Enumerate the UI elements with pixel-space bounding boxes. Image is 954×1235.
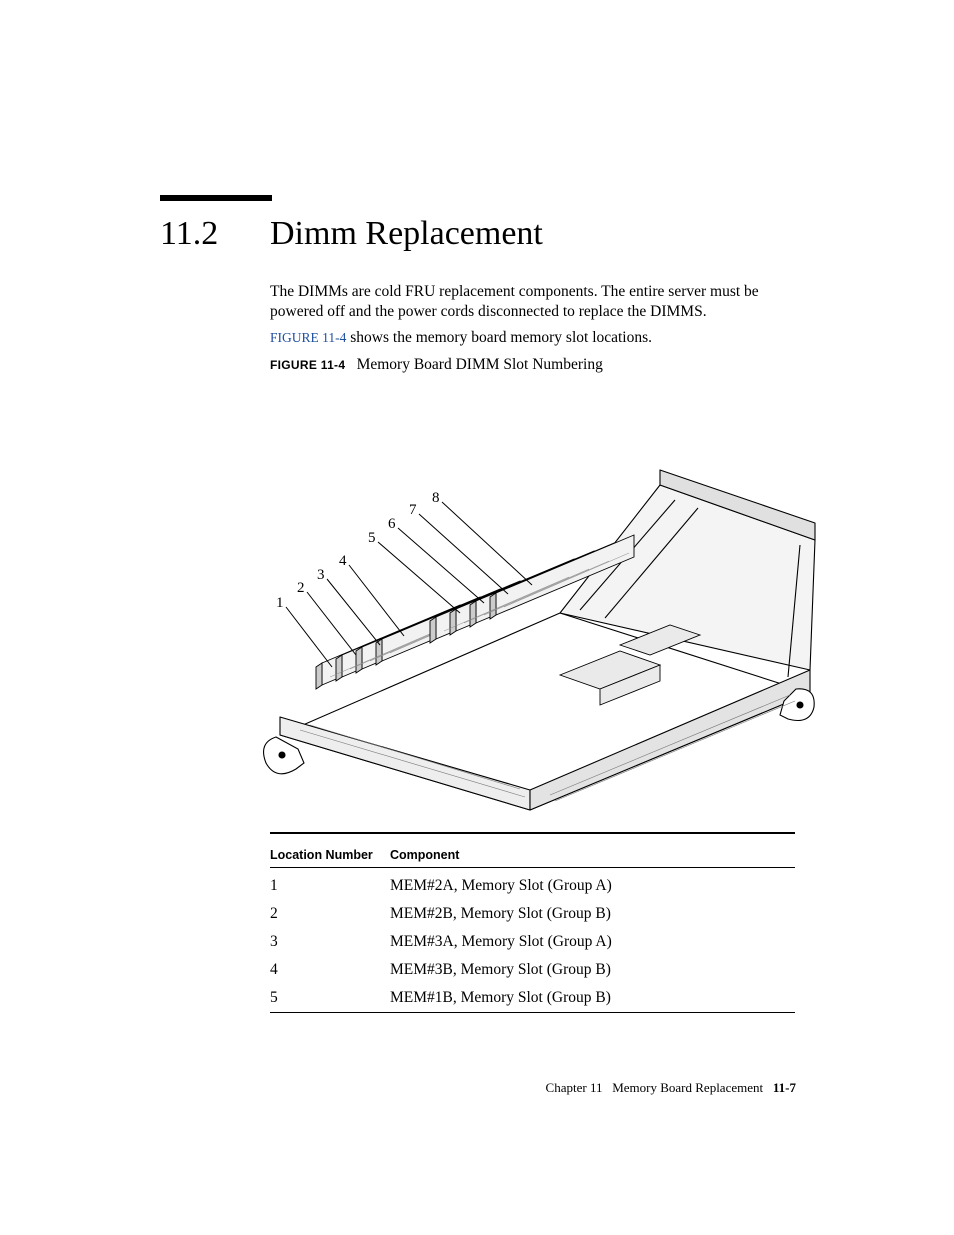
figure-callout-2: 2 — [297, 580, 305, 597]
paragraph-figure-ref: FIGURE 11-4 shows the memory board memor… — [270, 328, 800, 348]
table-cell: 2 — [270, 905, 278, 923]
figure-callout-4: 4 — [339, 553, 347, 570]
table-rule-bottom — [270, 1012, 795, 1013]
table-cell: MEM#2A, Memory Slot (Group A) — [390, 877, 612, 895]
paragraph-figure-ref-text: shows the memory board memory slot locat… — [346, 329, 652, 346]
table-rule-top — [270, 832, 795, 834]
figure-callout-3: 3 — [317, 567, 325, 584]
figure-callout-1: 1 — [276, 595, 284, 612]
figure-callout-8: 8 — [432, 490, 440, 507]
table-header-col2: Component — [390, 848, 459, 862]
figure-caption: FIGURE 11-4 Memory Board DIMM Slot Numbe… — [270, 356, 603, 374]
footer-page-number: 11-7 — [773, 1080, 796, 1095]
table-header-col1: Location Number — [270, 848, 373, 862]
figure-callout-5: 5 — [368, 530, 376, 547]
section-number: 11.2 — [160, 215, 218, 253]
table-cell: 1 — [270, 877, 278, 895]
section-title: Dimm Replacement — [270, 215, 543, 253]
section-header-rule — [160, 195, 272, 201]
page-footer: Chapter 11 Memory Board Replacement 11-7 — [546, 1080, 796, 1096]
table-cell: MEM#3B, Memory Slot (Group B) — [390, 961, 611, 979]
figure-callout-6: 6 — [388, 516, 396, 533]
table-cell: 3 — [270, 933, 278, 951]
paragraph-intro: The DIMMs are cold FRU replacement compo… — [270, 282, 800, 322]
table-cell: 4 — [270, 961, 278, 979]
figure-callout-7: 7 — [409, 502, 417, 519]
memory-board-svg — [260, 445, 820, 815]
footer-chapter: Chapter 11 — [546, 1080, 603, 1095]
table-rule-mid — [270, 867, 795, 868]
table-cell: MEM#3A, Memory Slot (Group A) — [390, 933, 612, 951]
figure-title: Memory Board DIMM Slot Numbering — [357, 356, 603, 373]
figure-xref-link[interactable]: FIGURE 11-4 — [270, 330, 346, 345]
figure-label: FIGURE 11-4 — [270, 358, 345, 372]
table-cell: MEM#2B, Memory Slot (Group B) — [390, 905, 611, 923]
table-cell: MEM#1B, Memory Slot (Group B) — [390, 989, 611, 1007]
figure-memory-board: 1234 5678 — [260, 445, 820, 815]
table-cell: 5 — [270, 989, 278, 1007]
footer-title: Memory Board Replacement — [612, 1080, 763, 1095]
